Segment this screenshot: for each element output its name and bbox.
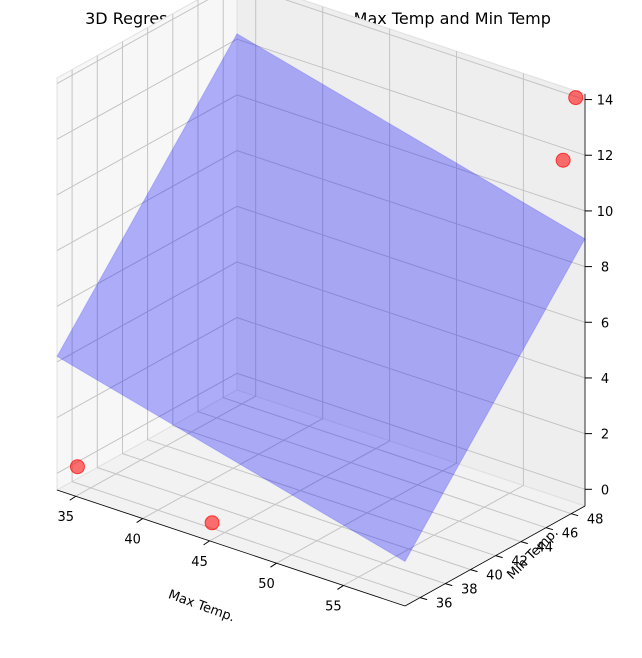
y-grid-line [222,0,572,515]
data-point [69,459,85,475]
x-tick-mark [337,585,344,590]
y-tick-label: 38 [461,583,478,598]
y-grid-line [172,13,521,543]
x-tick-mark [69,495,77,501]
x-axis-label: Max Temp. [166,587,237,625]
x-grid-line [142,6,324,520]
data-point [204,515,220,531]
y-tick-label: 36 [436,597,453,612]
regression-plane [56,33,586,563]
z-grid-line [56,372,586,490]
x-grid-line [75,0,257,497]
y-tick-mark [571,513,579,517]
y-tick-mark [419,597,428,601]
x-tick-label: 55 [325,599,342,614]
x-axis-line [56,489,406,607]
y-grid-line [96,55,446,585]
y-grid-line [122,41,471,571]
y-tick-mark [470,569,478,573]
x-grid-line [276,51,457,564]
x-tick-label: 45 [191,555,208,570]
y-tick-label: 46 [562,527,579,542]
y-grid-line [147,27,496,557]
x-grid-line [343,73,524,586]
z-grid-line [56,317,586,435]
z-tick-label: 0 [601,483,609,498]
y-tick-mark [495,555,503,559]
x-tick-mark [270,562,277,568]
z-grid-line [56,0,586,101]
y-tick-mark [445,583,453,587]
y-tick-label: 42 [511,555,528,570]
z-tick-label: 2 [601,428,609,443]
data-point [555,152,571,168]
y-tick-mark [545,527,554,531]
x-tick-label: 40 [124,533,141,548]
data-point [568,90,584,106]
y-tick-mark [520,541,528,545]
z-grid-line [56,94,586,212]
z-tick-label: 14 [597,94,614,109]
x-tick-label: 35 [57,510,74,525]
x-tick-mark [136,518,143,523]
grid-lines [56,0,586,599]
y-tick-label: 44 [537,541,554,556]
y-grid-line [197,0,547,529]
z-tick-label: 6 [601,316,609,331]
z-tick-label: 4 [601,372,609,387]
x-grid-line [209,28,391,542]
z-grid-line [56,205,586,323]
z-grid-line [56,38,586,156]
x-tick-mark [203,540,210,546]
z-grid-line [56,150,586,268]
plot-area [56,33,586,563]
y-tick-label: 48 [587,513,604,528]
y-axis-line [404,505,586,607]
z-tick-label: 12 [597,149,614,164]
y-tick-label: 40 [486,569,503,584]
x-tick-label: 50 [258,577,275,592]
y-grid-line [71,69,421,599]
z-tick-label: 10 [597,205,614,220]
z-tick-label: 8 [601,261,609,276]
z-grid-line [56,261,586,379]
axis-lines [56,94,586,607]
